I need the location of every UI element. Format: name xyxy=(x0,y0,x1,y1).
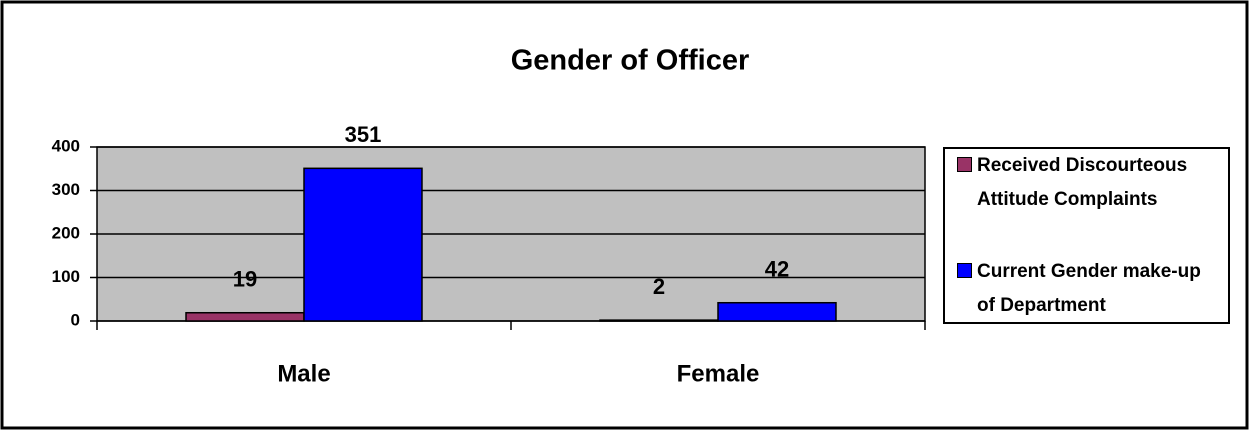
legend: Received Discourteous Attitude Complaint… xyxy=(943,147,1230,324)
y-tick-label: 200 xyxy=(52,223,80,242)
x-tick-label: Male xyxy=(277,360,330,387)
chart-title: Gender of Officer xyxy=(511,45,750,77)
bar xyxy=(717,301,837,322)
legend-swatch xyxy=(957,157,972,172)
y-tick-label: 100 xyxy=(52,267,80,286)
y-tick-label: 300 xyxy=(52,180,80,199)
y-tick-label: 400 xyxy=(52,136,80,155)
x-tick-label: Female xyxy=(677,360,760,387)
legend-label: Received Discourteous Attitude Complaint… xyxy=(977,155,1188,210)
y-tick-label: 0 xyxy=(71,310,80,329)
legend-entry: Received Discourteous Attitude Complaint… xyxy=(957,149,1219,217)
bar xyxy=(185,311,305,322)
data-label: 19 xyxy=(233,267,257,292)
data-label: 42 xyxy=(765,257,789,282)
legend-label: Current Gender make-up of Department xyxy=(977,261,1201,316)
data-label: 351 xyxy=(345,122,382,147)
bar xyxy=(599,319,719,322)
bar xyxy=(303,167,423,322)
legend-entry: Current Gender make-up of Department xyxy=(957,255,1219,323)
legend-swatch xyxy=(957,263,972,278)
data-label: 2 xyxy=(653,274,665,299)
